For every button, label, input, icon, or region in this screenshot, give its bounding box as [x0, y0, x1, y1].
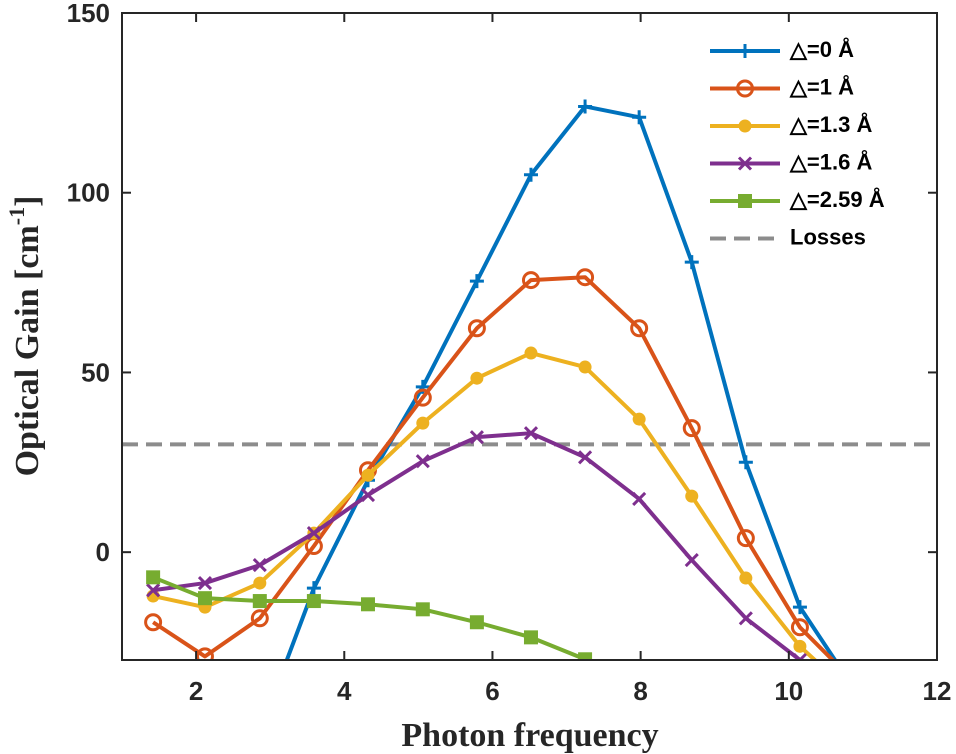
data-point — [682, 419, 701, 438]
data-point — [523, 167, 538, 182]
x-tick-label: 6 — [485, 676, 499, 706]
data-point — [252, 558, 267, 573]
data-point — [361, 468, 375, 482]
data-point — [469, 274, 484, 289]
data-point — [738, 611, 753, 626]
y-label-sup: -1 — [4, 207, 29, 225]
plot-area — [122, 99, 937, 660]
data-point — [792, 600, 807, 615]
data-point — [146, 583, 161, 598]
legend-marker — [738, 119, 752, 133]
series-line — [284, 104, 838, 660]
data-point — [684, 255, 699, 270]
data-point — [253, 576, 267, 590]
data-point — [736, 529, 755, 548]
x-tick-label: 8 — [633, 676, 647, 706]
data-point — [792, 652, 807, 660]
data-point — [523, 426, 539, 441]
data-point — [469, 430, 484, 445]
data-point — [470, 371, 484, 385]
axes-box — [121, 12, 938, 661]
y-tick-label: 50 — [81, 357, 110, 387]
series-line — [152, 351, 818, 660]
y-tick-label: 0 — [96, 537, 110, 567]
data-point — [360, 487, 376, 503]
data-point — [684, 553, 699, 568]
data-point — [415, 602, 430, 617]
data-point — [630, 319, 649, 338]
data-point — [578, 652, 593, 660]
legend-marker — [738, 194, 752, 208]
data-point — [632, 412, 646, 426]
legend-marker — [736, 79, 754, 98]
y-tick-label: 150 — [67, 0, 110, 28]
x-axis-label: Photon frequency — [401, 717, 658, 754]
data-point — [739, 571, 753, 585]
x-tick-label: 10 — [774, 676, 803, 706]
data-point — [252, 594, 267, 609]
legend-marker — [738, 44, 752, 58]
data-point — [521, 271, 540, 290]
y-tick-label: 100 — [67, 178, 110, 208]
legend-marker — [737, 156, 753, 171]
data-point — [306, 526, 321, 541]
data-point — [524, 346, 538, 360]
legend-label: △=1.6 Å — [789, 148, 872, 174]
data-point — [360, 597, 375, 612]
data-point — [685, 489, 699, 503]
y-label-end: ] — [9, 196, 46, 207]
data-point — [793, 639, 807, 653]
legend-label: △=2.59 Å — [789, 186, 885, 212]
data-point — [416, 416, 430, 430]
data-point — [306, 581, 321, 596]
data-point — [146, 570, 161, 585]
data-point — [523, 630, 538, 645]
data-point — [578, 450, 593, 465]
data-point — [197, 591, 212, 606]
legend-label: △=0 Å — [789, 36, 854, 62]
data-point — [195, 647, 214, 660]
data-point — [250, 609, 269, 628]
data-point — [197, 576, 213, 591]
data-point — [413, 388, 432, 407]
data-point — [738, 455, 753, 470]
data-point — [578, 99, 593, 114]
x-tick-label: 2 — [189, 676, 203, 706]
data-point — [306, 594, 321, 609]
data-point — [415, 454, 430, 469]
legend-label: △=1.3 Å — [789, 111, 872, 137]
data-point — [578, 360, 592, 374]
data-point — [632, 491, 647, 507]
data-point — [632, 110, 647, 125]
legend-label: △=1 Å — [789, 73, 854, 99]
data-point — [469, 615, 484, 630]
x-tick-label: 4 — [337, 676, 352, 706]
series-line — [152, 275, 836, 660]
data-point — [576, 268, 595, 287]
data-point — [144, 613, 163, 632]
legend — [698, 30, 920, 258]
data-point — [467, 319, 486, 338]
y-label-main: Optical Gain [cm — [9, 225, 46, 476]
legend-label: Losses — [790, 224, 866, 249]
y-axis-label: Optical Gain [cm-1] — [4, 196, 46, 477]
x-tick-label: 12 — [923, 676, 952, 706]
data-point — [790, 618, 809, 637]
